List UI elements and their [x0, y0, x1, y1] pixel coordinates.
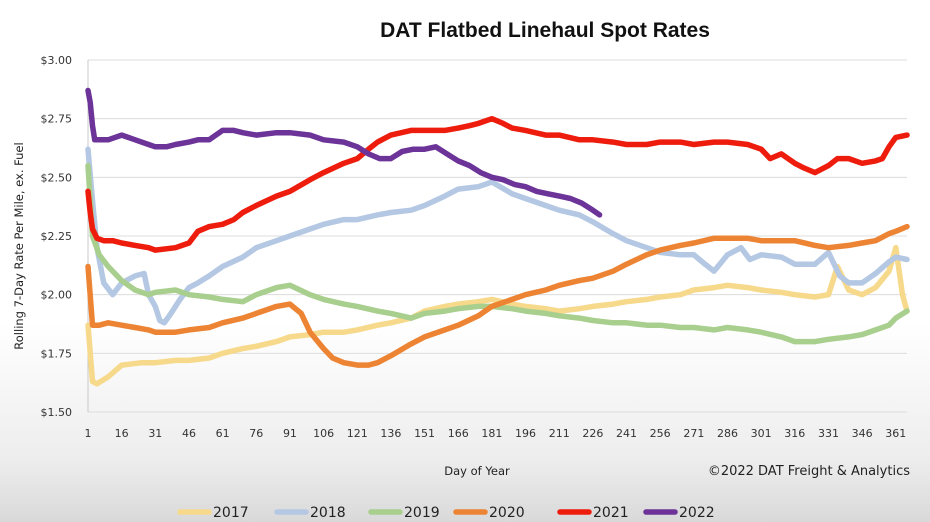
x-tick-label: 256: [650, 427, 671, 440]
y-tick-label: $1.75: [41, 347, 73, 360]
x-tick-label: 61: [216, 427, 230, 440]
series-group: [85, 87, 910, 387]
legend-label-2021: 2021: [593, 505, 629, 521]
y-axis: $1.50 $1.75 $2.00 $2.25 $2.50 $2.75 $3.00: [41, 54, 73, 419]
legend-label-2017: 2017: [213, 505, 249, 521]
x-tick-label: 151: [414, 427, 435, 440]
x-tick-label: 226: [582, 427, 603, 440]
legend: 2017 2018 2019 2020 2021 2022: [177, 505, 715, 521]
y-tick-label: $2.00: [41, 289, 73, 302]
x-tick-label: 181: [481, 427, 502, 440]
y-tick-label: $2.50: [41, 171, 73, 184]
x-tick-label: 301: [751, 427, 772, 440]
x-tick-label: 31: [148, 427, 162, 440]
series-line-2018: [85, 146, 910, 326]
x-tick-label: 136: [380, 427, 401, 440]
x-axis-label: Day of Year: [444, 464, 510, 478]
series-line-2020: [85, 223, 910, 368]
x-tick-label: 286: [717, 427, 738, 440]
x-tick-label: 271: [683, 427, 704, 440]
copyright-text: ©2022 DAT Freight & Analytics: [708, 464, 910, 479]
x-tick-label: 46: [182, 427, 196, 440]
series-line-2017: [85, 244, 910, 387]
x-tick-label: 361: [885, 427, 906, 440]
legend-label-2022: 2022: [679, 505, 715, 521]
y-tick-label: $2.25: [41, 230, 73, 243]
x-tick-label: 331: [818, 427, 839, 440]
y-tick-label: $3.00: [41, 54, 73, 67]
y-axis-label: Rolling 7-Day Rate Per Mile, ex. Fuel: [12, 142, 26, 349]
x-tick-label: 91: [283, 427, 297, 440]
x-tick-label: 76: [249, 427, 263, 440]
chart-title: DAT Flatbed Linehaul Spot Rates: [380, 19, 710, 42]
legend-label-2018: 2018: [310, 505, 346, 521]
x-tick-label: 241: [616, 427, 637, 440]
x-tick-label: 166: [448, 427, 469, 440]
series-line-2019: [85, 162, 910, 345]
x-axis: 1 16 31 46 61 76 91 106 121 136 151 166 181 196 211 226…: [85, 427, 907, 440]
x-tick-label: 1: [85, 427, 92, 440]
x-tick-label: 196: [515, 427, 536, 440]
y-tick-label: $2.75: [41, 113, 73, 126]
x-tick-label: 106: [313, 427, 334, 440]
legend-label-2019: 2019: [404, 505, 440, 521]
series-line-2022: [85, 87, 603, 218]
x-tick-label: 316: [784, 427, 805, 440]
legend-label-2020: 2020: [489, 505, 525, 521]
x-tick-label: 346: [852, 427, 873, 440]
x-tick-label: 211: [549, 427, 570, 440]
x-tick-label: 16: [115, 427, 129, 440]
x-tick-label: 121: [347, 427, 368, 440]
y-tick-label: $1.50: [41, 406, 73, 419]
series-line-2021: [85, 115, 910, 253]
